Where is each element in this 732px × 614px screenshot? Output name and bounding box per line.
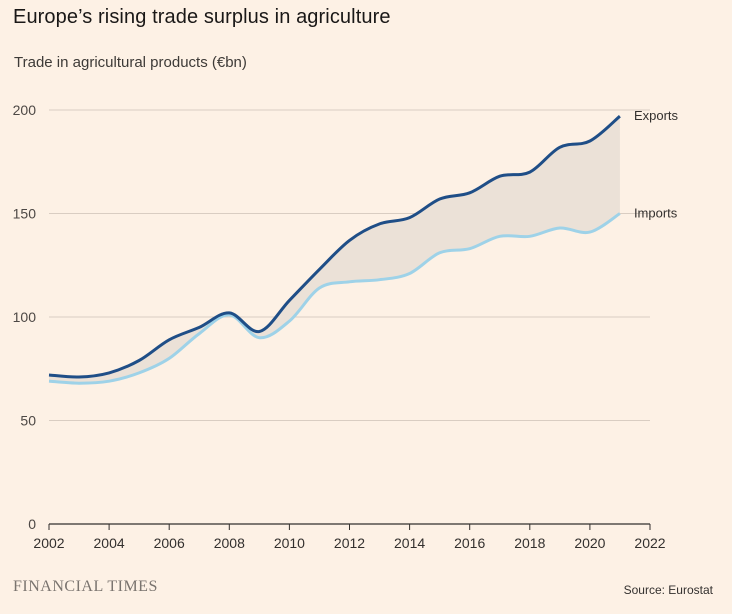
x-tick-label: 2018 (514, 535, 545, 551)
surplus-shaded-area (49, 116, 620, 384)
x-axis: 2002 2004 2006 2008 2010 2012 2014 2016 2018 2020… (33, 523, 666, 551)
imports-label: Imports (634, 206, 678, 221)
x-tick-label: 2016 (454, 535, 485, 551)
chart-title: Europe’s rising trade surplus in agricul… (13, 6, 391, 28)
ft-logo: FINANCIAL TIMES (13, 578, 158, 595)
source-note: Source: Eurostat (623, 583, 713, 597)
y-tick-label: 50 (20, 413, 36, 429)
x-tick-label: 2006 (154, 535, 185, 551)
exports-line (48, 115, 621, 379)
x-tick-label: 2010 (274, 535, 305, 551)
surplus-area (49, 116, 620, 384)
series-lines (48, 115, 621, 385)
series-labels: Exports Imports (634, 108, 679, 220)
x-tick-label: 2014 (394, 535, 425, 551)
x-tick-label: 2004 (94, 535, 125, 551)
exports-label: Exports (634, 108, 679, 123)
imports-line (48, 212, 621, 385)
y-tick-label: 100 (13, 309, 37, 325)
y-tick-label: 200 (13, 102, 37, 118)
y-tick-label: 150 (13, 206, 37, 222)
y-tick-label: 0 (28, 516, 36, 532)
chart-subtitle: Trade in agricultural products (€bn) (14, 54, 247, 71)
x-tick-label: 2002 (33, 535, 64, 551)
x-tick-label: 2022 (634, 535, 665, 551)
x-tick-label: 2020 (574, 535, 605, 551)
x-tick-label: 2012 (334, 535, 365, 551)
x-tick-label: 2008 (214, 535, 245, 551)
